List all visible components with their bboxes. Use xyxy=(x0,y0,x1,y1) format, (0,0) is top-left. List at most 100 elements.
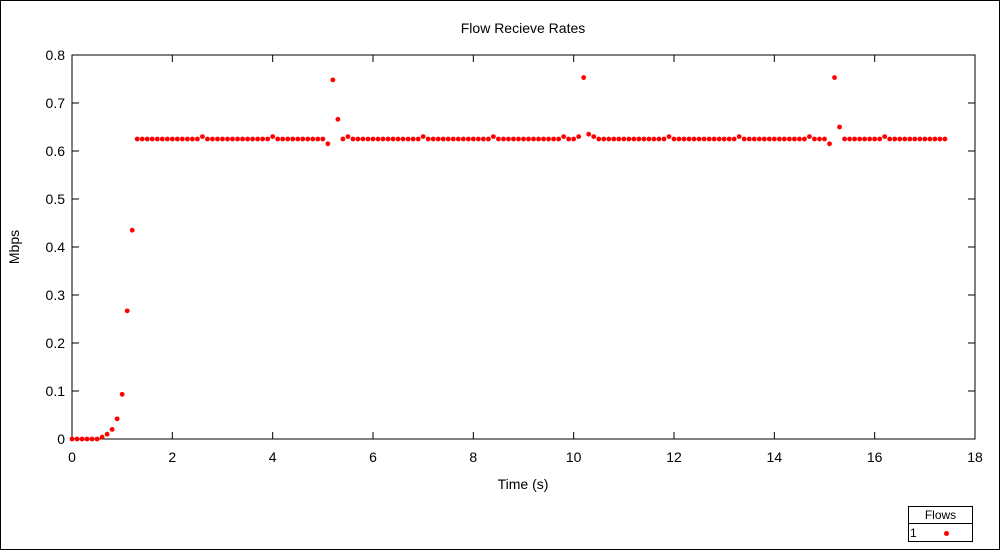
data-point xyxy=(420,134,426,140)
data-point xyxy=(711,136,717,142)
data-point xyxy=(179,136,185,142)
data-point xyxy=(430,136,436,142)
data-point xyxy=(922,136,928,142)
data-point xyxy=(325,141,331,147)
data-point xyxy=(215,136,220,142)
data-point xyxy=(661,136,667,142)
data-point xyxy=(606,136,612,142)
data-point xyxy=(812,136,817,142)
data-point xyxy=(932,136,938,142)
data-point xyxy=(370,136,376,142)
data-point xyxy=(295,136,301,142)
y-tick-label: 0.3 xyxy=(46,287,66,303)
data-point xyxy=(887,136,893,142)
x-tick-label: 18 xyxy=(967,449,983,465)
data-point xyxy=(210,136,215,142)
data-point xyxy=(827,141,832,147)
data-point xyxy=(230,136,235,142)
data-point xyxy=(159,136,165,142)
data-point xyxy=(74,436,80,442)
data-point xyxy=(335,116,341,122)
data-point xyxy=(310,136,316,142)
data-point xyxy=(736,134,742,140)
data-point xyxy=(250,136,256,142)
data-point xyxy=(435,136,441,142)
data-point xyxy=(586,131,592,137)
data-point xyxy=(797,136,802,142)
data-point xyxy=(114,416,120,422)
data-point xyxy=(235,136,240,142)
data-point xyxy=(79,436,85,442)
data-point xyxy=(89,436,95,442)
data-point xyxy=(867,136,873,142)
data-point xyxy=(475,136,481,142)
x-tick-label: 16 xyxy=(867,449,883,465)
data-point xyxy=(144,136,150,142)
data-point xyxy=(917,136,923,142)
data-point xyxy=(822,136,827,142)
data-point xyxy=(877,136,883,142)
data-point xyxy=(285,136,291,142)
data-point xyxy=(375,136,381,142)
data-point xyxy=(470,136,476,142)
x-tick-label: 6 xyxy=(369,449,377,465)
data-point xyxy=(897,136,903,142)
data-point xyxy=(300,136,306,142)
y-tick-label: 0.8 xyxy=(46,47,66,63)
data-point xyxy=(731,136,737,142)
data-point xyxy=(380,136,386,142)
data-point xyxy=(601,136,607,142)
data-point xyxy=(726,136,732,142)
data-point xyxy=(541,136,546,142)
data-points xyxy=(69,75,948,442)
data-point xyxy=(184,136,190,142)
data-point xyxy=(746,136,752,142)
data-point xyxy=(330,77,336,83)
data-point xyxy=(445,136,451,142)
legend-marker xyxy=(944,531,949,536)
data-point xyxy=(265,136,271,142)
data-point xyxy=(465,136,471,142)
data-point xyxy=(501,136,506,142)
data-point xyxy=(99,434,105,440)
data-point xyxy=(521,136,526,142)
data-point xyxy=(345,134,351,140)
x-tick-label: 8 xyxy=(469,449,477,465)
data-point xyxy=(491,134,496,140)
data-point xyxy=(691,136,697,142)
data-point xyxy=(415,136,421,142)
data-point xyxy=(154,136,160,142)
legend-entry: 1 xyxy=(909,524,972,542)
data-point xyxy=(460,136,466,142)
data-point xyxy=(480,136,486,142)
data-point xyxy=(882,134,888,140)
data-point xyxy=(802,136,807,142)
data-point xyxy=(681,136,687,142)
data-point xyxy=(124,308,130,314)
data-point xyxy=(139,136,145,142)
data-point xyxy=(320,136,326,142)
chart-title: Flow Recieve Rates xyxy=(461,20,586,36)
data-point xyxy=(174,136,180,142)
data-point xyxy=(837,124,842,130)
data-point xyxy=(937,136,943,142)
data-point xyxy=(546,136,551,142)
data-point xyxy=(676,136,682,142)
data-point xyxy=(942,136,948,142)
data-point xyxy=(365,136,371,142)
y-tick-label: 0.7 xyxy=(46,95,66,111)
data-point xyxy=(315,136,321,142)
data-point xyxy=(761,136,767,142)
data-point xyxy=(591,134,597,140)
data-point xyxy=(134,136,140,142)
data-point xyxy=(576,134,582,140)
data-point xyxy=(190,136,195,142)
data-point xyxy=(631,136,637,142)
data-point xyxy=(817,136,822,142)
data-point xyxy=(405,136,411,142)
data-point xyxy=(255,136,261,142)
data-point xyxy=(129,227,135,233)
data-point xyxy=(94,436,100,442)
